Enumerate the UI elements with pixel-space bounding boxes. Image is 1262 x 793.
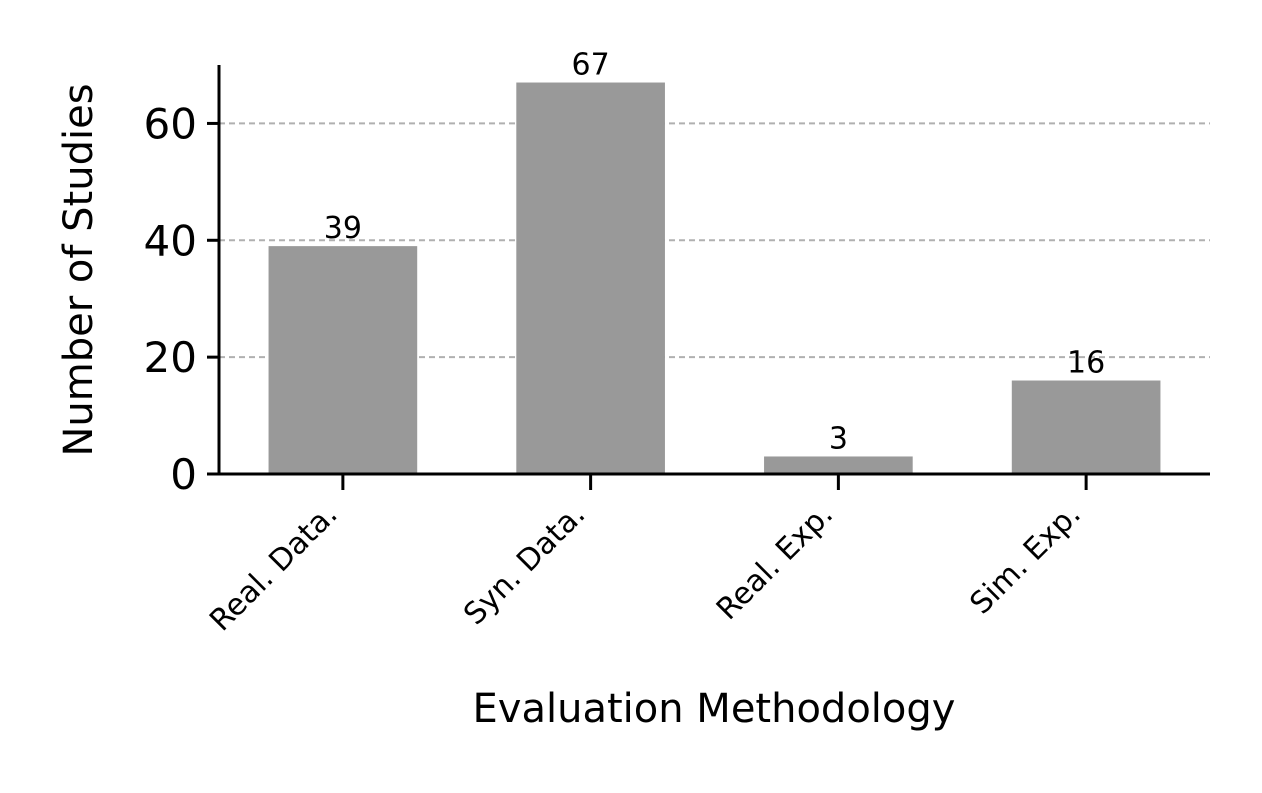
y-ticks: 0 20 40 60 — [144, 99, 219, 499]
y-tick-label: 0 — [170, 450, 197, 499]
y-tick-label: 20 — [144, 333, 197, 382]
bar — [516, 82, 665, 475]
x-tick-label: Real. Exp. — [710, 497, 840, 627]
bar-value-label: 16 — [1067, 346, 1105, 381]
y-axis-title: Number of Studies — [56, 83, 102, 456]
bars — [268, 82, 1161, 475]
bar — [1011, 380, 1161, 474]
bar — [268, 246, 418, 474]
axes — [217, 65, 1210, 476]
bar-value-label: 3 — [829, 421, 848, 456]
data-labels: 39 67 3 16 — [324, 48, 1105, 457]
bar-value-label: 67 — [572, 48, 610, 83]
x-tick-label: Real. Data. — [203, 497, 344, 638]
x-tick-label: Sim. Exp. — [963, 497, 1087, 621]
y-tick-label: 60 — [144, 99, 197, 148]
x-tick-label: Syn. Data. — [457, 497, 592, 632]
y-tick-label: 40 — [144, 216, 197, 265]
x-ticks: Real. Data. Syn. Data. Real. Exp. Sim. Exp. — [203, 474, 1088, 638]
bar — [764, 456, 913, 474]
x-axis-title: Evaluation Methodology — [473, 686, 956, 732]
bar-value-label: 39 — [324, 211, 362, 246]
